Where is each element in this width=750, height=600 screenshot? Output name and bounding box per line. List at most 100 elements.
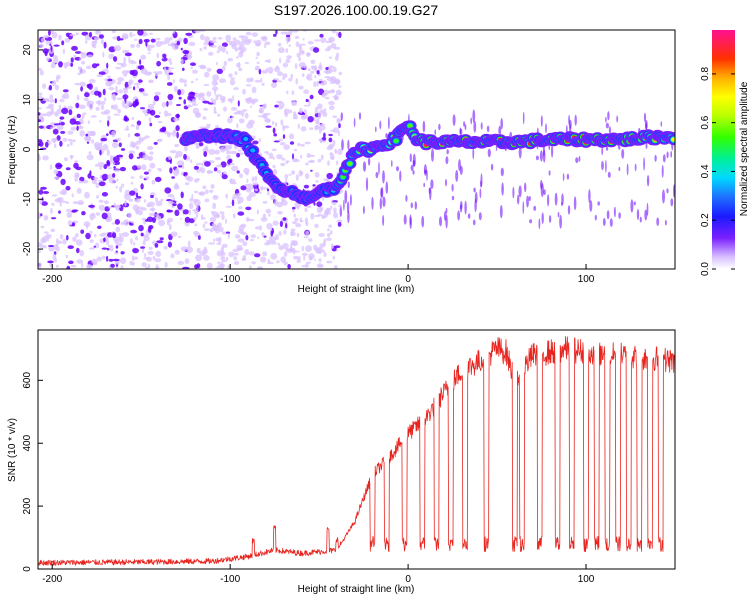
noise-mark (79, 249, 85, 257)
noise-mark (52, 80, 57, 87)
streak-mark (473, 120, 477, 133)
noise-mark (50, 217, 57, 220)
noise-mark (288, 133, 295, 140)
noise-mark (140, 137, 146, 141)
streak-mark (540, 115, 543, 127)
noise-mark (329, 105, 335, 111)
snr-series-line (38, 336, 675, 566)
noise-mark (50, 228, 56, 233)
noise-mark (206, 123, 211, 127)
noise-mark (326, 172, 334, 180)
noise-mark (278, 101, 285, 109)
noise-mark (108, 265, 111, 269)
noise-mark (292, 221, 298, 225)
noise-mark (240, 185, 247, 191)
noise-mark (209, 189, 214, 193)
noise-mark (303, 104, 311, 107)
noise-mark (328, 224, 333, 228)
noise-mark (278, 231, 282, 236)
noise-mark (91, 139, 94, 144)
noise-mark (88, 151, 92, 155)
noise-mark (120, 148, 126, 151)
noise-mark (158, 112, 162, 114)
noise-mark (306, 52, 311, 58)
streak-mark (643, 157, 645, 171)
noise-mark (324, 96, 330, 100)
noise-mark (190, 80, 194, 84)
noise-mark (297, 123, 300, 130)
noise-mark (93, 245, 97, 248)
noise-mark (188, 41, 196, 47)
noise-mark (94, 38, 98, 45)
noise-mark (260, 217, 268, 222)
noise-mark (102, 88, 106, 96)
noise-mark (264, 118, 271, 123)
streak-mark (455, 169, 459, 182)
noise-mark (289, 141, 295, 145)
noise-mark (159, 127, 166, 133)
noise-mark (227, 116, 233, 124)
noise-mark (292, 158, 298, 163)
snr-y-ticks: 0 200 400 600 (22, 372, 43, 572)
noise-mark (191, 98, 197, 105)
streak-mark (574, 114, 577, 126)
noise-mark (164, 66, 167, 73)
noise-mark (300, 143, 305, 147)
streak-mark (347, 210, 350, 224)
noise-mark (248, 265, 252, 269)
streak-mark (644, 119, 648, 130)
x-tick-label: 100 (578, 574, 595, 585)
streak-mark (543, 189, 546, 196)
noise-mark (170, 231, 178, 237)
noise-mark (332, 201, 337, 206)
noise-mark (66, 144, 70, 147)
noise-mark (338, 123, 341, 129)
noise-mark (121, 183, 125, 188)
streak-mark (457, 210, 460, 221)
noise-mark (186, 246, 193, 253)
noise-mark (286, 55, 293, 59)
streak-mark (666, 151, 669, 159)
noise-mark (164, 187, 172, 194)
noise-mark (276, 100, 283, 104)
streak-mark (500, 118, 504, 130)
noise-mark (210, 211, 215, 214)
noise-mark (212, 74, 220, 81)
noise-mark (59, 140, 63, 147)
streak-mark (605, 116, 607, 123)
noise-mark (252, 140, 259, 145)
x-tick-label: 0 (405, 274, 411, 285)
noise-mark (274, 104, 279, 108)
noise-mark (147, 168, 152, 172)
noise-mark (282, 73, 288, 79)
noise-mark (203, 42, 211, 46)
streak-mark (464, 124, 467, 131)
noise-mark (182, 266, 190, 269)
x-tick-label: -100 (220, 574, 240, 585)
streak-mark (371, 196, 374, 210)
noise-mark (305, 263, 309, 268)
noise-mark (42, 155, 49, 161)
noise-mark (203, 255, 210, 261)
noise-mark (215, 156, 221, 161)
noise-mark (100, 38, 104, 45)
noise-mark (154, 197, 158, 202)
noise-mark (74, 160, 79, 163)
noise-mark (238, 67, 243, 72)
noise-mark (246, 122, 254, 129)
noise-mark (278, 138, 284, 142)
streak-mark (569, 119, 572, 129)
noise-mark (176, 104, 181, 106)
noise-mark (245, 206, 252, 211)
streak-mark (349, 194, 352, 206)
streak-mark (601, 160, 604, 171)
noise-mark (149, 122, 153, 127)
noise-mark (292, 117, 298, 120)
noise-mark (145, 219, 149, 222)
streak-mark (486, 125, 490, 132)
noise-mark (113, 104, 118, 111)
noise-mark (218, 226, 224, 233)
noise-mark (327, 232, 331, 238)
noise-mark (155, 213, 159, 218)
noise-mark (58, 61, 63, 68)
